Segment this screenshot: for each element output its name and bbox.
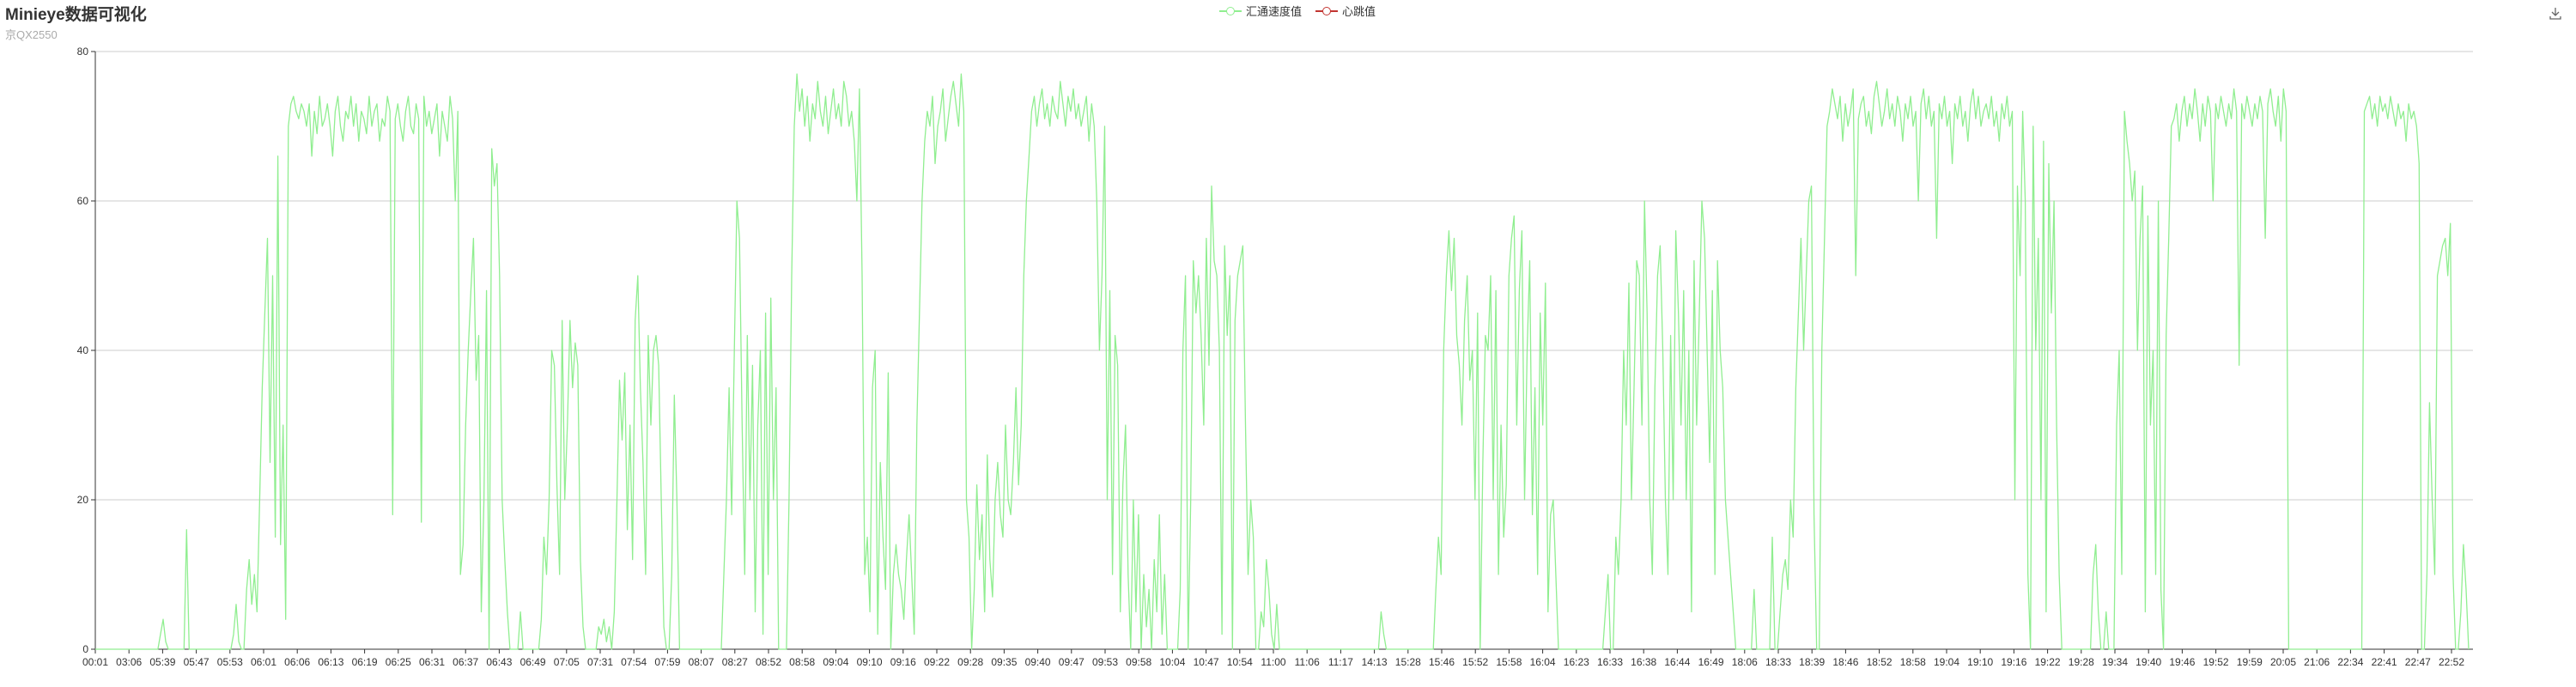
x-tick-label-26: 09:28 xyxy=(957,656,983,668)
x-tick-label-41: 15:52 xyxy=(1462,656,1488,668)
x-tick-label-33: 10:47 xyxy=(1194,656,1219,668)
y-axis: 0 20 40 60 80 xyxy=(77,46,96,655)
x-tick-label-59: 19:28 xyxy=(2069,656,2094,668)
chart-title: Minieye数据可视化 xyxy=(5,6,147,24)
x-tick-label-51: 18:39 xyxy=(1799,656,1825,668)
x-tick-label-28: 09:40 xyxy=(1025,656,1051,668)
x-tick-label-24: 09:16 xyxy=(890,656,916,668)
legend-label-heartbeat: 心跳值 xyxy=(1342,5,1376,18)
x-tick-label-0: 00:01 xyxy=(82,656,108,668)
x-tick-label-45: 16:33 xyxy=(1597,656,1623,668)
x-tick-label-23: 09:10 xyxy=(857,656,883,668)
x-tick-label-48: 16:49 xyxy=(1698,656,1724,668)
x-tick-label-27: 09:35 xyxy=(991,656,1017,668)
x-tick-label-12: 06:43 xyxy=(486,656,512,668)
x-axis: 00:01 03:06 05:39 05:47 05:53 06:01 06:06 06:13… xyxy=(82,648,2473,668)
x-tick-label-38: 14:13 xyxy=(1362,656,1388,668)
x-tick-label-4: 05:53 xyxy=(217,656,243,668)
series-line-0 xyxy=(95,73,2470,650)
legend-swatch-speed xyxy=(1219,6,1242,16)
x-tick-label-53: 18:52 xyxy=(1867,656,1893,668)
x-tick-label-65: 20:05 xyxy=(2270,656,2296,668)
x-tick-label-62: 19:46 xyxy=(2169,656,2195,668)
x-tick-label-14: 07:05 xyxy=(554,656,580,668)
x-tick-label-57: 19:16 xyxy=(2001,656,2026,668)
download-icon[interactable] xyxy=(2549,7,2562,21)
x-tick-label-25: 09:22 xyxy=(924,656,950,668)
x-tick-label-60: 19:34 xyxy=(2102,656,2128,668)
x-tick-label-37: 11:17 xyxy=(1328,656,1353,668)
x-tick-label-31: 09:58 xyxy=(1126,656,1151,668)
x-tick-label-58: 19:22 xyxy=(2035,656,2061,668)
x-tick-label-35: 11:00 xyxy=(1261,656,1285,668)
y-tick-label-0: 0 xyxy=(82,643,88,655)
x-tick-label-46: 16:38 xyxy=(1631,656,1656,668)
x-tick-label-42: 15:58 xyxy=(1496,656,1522,668)
x-tick-label-63: 19:52 xyxy=(2203,656,2229,668)
x-tick-label-1: 03:06 xyxy=(116,656,142,668)
x-tick-label-8: 06:19 xyxy=(352,656,378,668)
x-tick-label-54: 18:58 xyxy=(1900,656,1926,668)
x-tick-label-64: 19:59 xyxy=(2237,656,2263,668)
y-tick-label-3: 60 xyxy=(77,195,89,207)
x-tick-label-11: 06:37 xyxy=(453,656,478,668)
x-tick-label-21: 08:58 xyxy=(789,656,815,668)
x-tick-label-67: 22:34 xyxy=(2337,656,2363,668)
x-tick-label-66: 21:06 xyxy=(2304,656,2330,668)
x-tick-label-49: 18:06 xyxy=(1732,656,1758,668)
x-tick-label-10: 06:31 xyxy=(419,656,445,668)
chart-subtitle: 京QX2550 xyxy=(5,28,58,41)
x-tick-label-34: 10:54 xyxy=(1227,656,1253,668)
x-tick-label-39: 15:28 xyxy=(1395,656,1421,668)
x-tick-label-6: 06:06 xyxy=(284,656,310,668)
x-tick-label-30: 09:53 xyxy=(1092,656,1118,668)
x-tick-label-56: 19:10 xyxy=(1967,656,1993,668)
series-layer xyxy=(95,73,2470,650)
x-tick-label-19: 08:27 xyxy=(722,656,748,668)
legend-label-speed: 汇通速度值 xyxy=(1246,5,1303,18)
x-tick-label-15: 07:31 xyxy=(587,656,613,668)
y-tick-label-4: 80 xyxy=(77,46,89,58)
x-tick-label-47: 16:44 xyxy=(1664,656,1690,668)
x-tick-label-61: 19:40 xyxy=(2136,656,2161,668)
x-tick-label-36: 11:06 xyxy=(1295,656,1320,668)
x-tick-label-7: 06:13 xyxy=(318,656,343,668)
legend: 汇通速度值 心跳值 xyxy=(1219,3,1376,19)
legend-item-speed[interactable]: 汇通速度值 xyxy=(1219,3,1302,19)
x-tick-label-3: 05:47 xyxy=(184,656,210,668)
x-tick-label-29: 09:47 xyxy=(1059,656,1084,668)
x-tick-label-44: 16:23 xyxy=(1564,656,1589,668)
x-tick-label-52: 18:46 xyxy=(1832,656,1858,668)
x-tick-label-9: 06:25 xyxy=(386,656,411,668)
x-tick-label-69: 22:47 xyxy=(2405,656,2431,668)
x-tick-label-50: 18:33 xyxy=(1765,656,1791,668)
x-tick-label-70: 22:52 xyxy=(2439,656,2464,668)
x-tick-label-16: 07:54 xyxy=(621,656,647,668)
x-tick-label-5: 06:01 xyxy=(251,656,276,668)
y-tick-label-1: 20 xyxy=(77,494,89,506)
legend-swatch-heartbeat xyxy=(1315,6,1339,16)
legend-item-heartbeat[interactable]: 心跳值 xyxy=(1315,3,1376,19)
x-tick-label-2: 05:39 xyxy=(149,656,175,668)
x-tick-label-32: 10:04 xyxy=(1159,656,1185,668)
x-tick-label-22: 09:04 xyxy=(823,656,848,668)
x-tick-label-20: 08:52 xyxy=(756,656,781,668)
x-tick-label-17: 07:59 xyxy=(654,656,680,668)
x-tick-label-55: 19:04 xyxy=(1934,656,1959,668)
x-tick-label-68: 22:41 xyxy=(2372,656,2397,668)
x-tick-label-18: 08:07 xyxy=(689,656,714,668)
x-tick-label-40: 15:46 xyxy=(1429,656,1455,668)
y-tick-label-2: 40 xyxy=(77,344,89,356)
x-tick-label-43: 16:04 xyxy=(1530,656,1556,668)
x-tick-label-13: 06:49 xyxy=(520,656,546,668)
